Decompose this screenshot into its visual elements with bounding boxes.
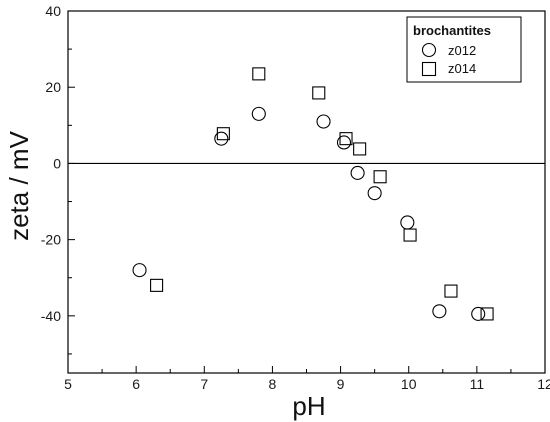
legend: brochantites z012 z014 [406, 16, 522, 83]
x-tick-label: 8 [269, 376, 277, 392]
legend-marker-z014 [421, 61, 437, 77]
data-point-z014 [373, 170, 387, 184]
y-tick-label: 20 [45, 79, 61, 95]
legend-marker-z012 [421, 42, 437, 58]
y-axis-label: zeta / mV [4, 130, 34, 240]
x-tick-label: 10 [401, 376, 417, 392]
data-point-z012 [336, 135, 352, 150]
legend-title: brochantites [413, 23, 491, 38]
x-tick-label: 12 [537, 376, 550, 392]
y-tick-label: -40 [41, 308, 61, 324]
data-point-z014 [150, 278, 164, 292]
data-point-z012 [471, 306, 486, 321]
legend-box [406, 16, 522, 83]
data-point-z012 [214, 131, 229, 146]
x-axis-label: pH [292, 391, 325, 421]
data-markers [132, 67, 494, 321]
data-point-z012 [132, 263, 147, 278]
data-point-z014 [444, 284, 458, 298]
y-tick-label: 0 [53, 155, 61, 171]
x-tick-label: 7 [200, 376, 208, 392]
y-tick-label: 40 [45, 3, 61, 19]
x-tick-label: 9 [337, 376, 345, 392]
data-point-z012 [432, 304, 447, 319]
y-tick-label: -20 [41, 232, 61, 248]
data-point-z012 [400, 215, 415, 230]
legend-label-z014: z014 [448, 61, 476, 76]
data-point-z014 [312, 86, 326, 100]
data-point-z014 [353, 142, 367, 156]
data-point-z012 [350, 165, 365, 180]
data-point-z014 [216, 127, 230, 141]
y-axis-ticks: -40 -20 0 20 40 [41, 3, 75, 355]
data-point-z014 [252, 67, 266, 81]
data-point-z014 [480, 307, 494, 321]
x-tick-label: 11 [470, 376, 485, 392]
data-point-z014 [403, 228, 417, 242]
x-tick-label: 5 [64, 376, 72, 392]
legend-label-z012: z012 [448, 43, 476, 58]
data-point-z012 [367, 186, 382, 201]
data-point-z014 [339, 132, 353, 146]
data-point-z012 [316, 114, 331, 129]
x-axis-ticks: 5 6 7 8 9 10 11 12 [64, 366, 550, 392]
x-tick-label: 6 [132, 376, 140, 392]
data-point-z012 [251, 106, 266, 121]
